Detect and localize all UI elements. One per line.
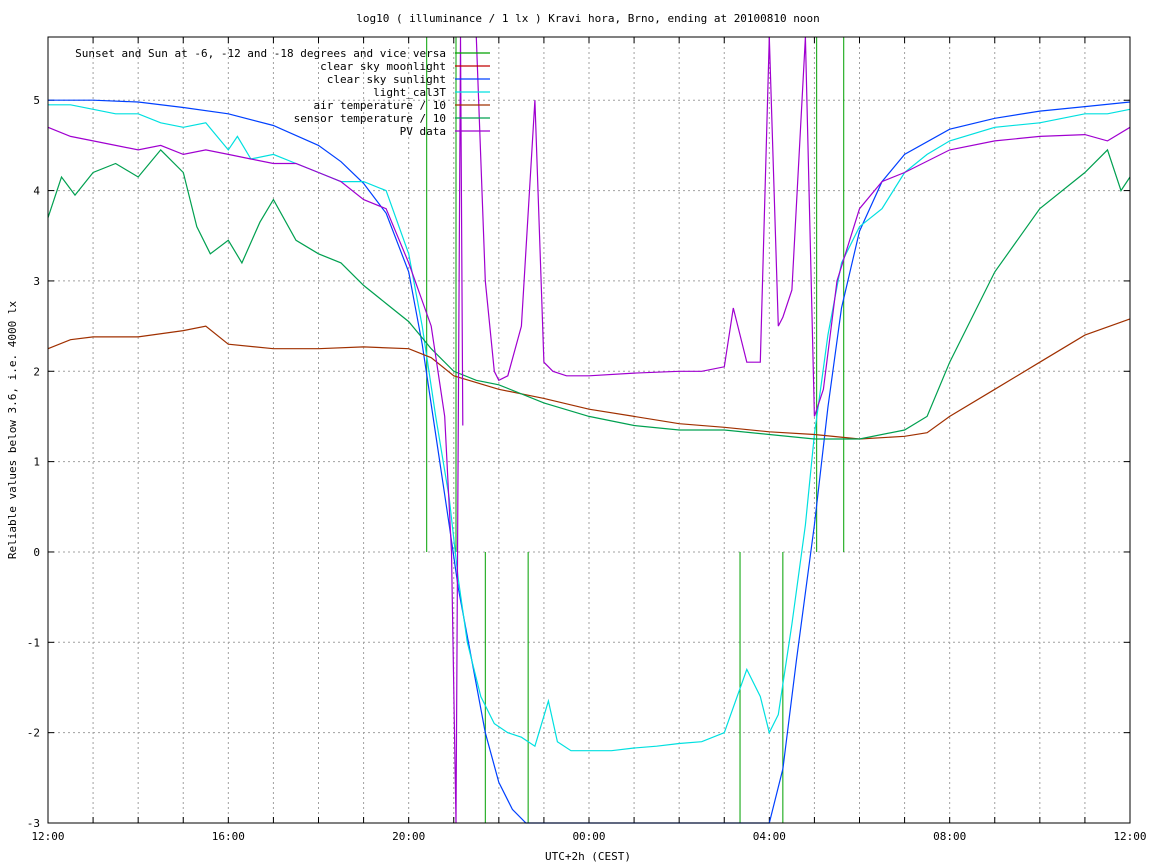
y-tick-label: 4 <box>33 185 40 198</box>
legend-label: light_cal3T <box>373 86 446 99</box>
x-axis-label: UTC+2h (CEST) <box>545 850 631 863</box>
x-axis-ticks: 12:00 16:00 20:00 00:00 04:00 08:00 12:00 <box>31 37 1147 843</box>
y-tick-label: 2 <box>33 365 40 378</box>
x-tick-label: 00:00 <box>572 830 605 843</box>
legend-label: PV data <box>400 125 446 138</box>
y-tick-label: 3 <box>33 275 40 288</box>
legend: Sunset and Sun at -6, -12 and -18 degree… <box>75 47 490 138</box>
y-tick-label: -3 <box>27 817 40 830</box>
chart-title: log10 ( illuminance / 1 lx ) Kravi hora,… <box>356 12 820 25</box>
y-tick-label: 5 <box>33 94 40 107</box>
y-tick-label: -2 <box>27 727 40 740</box>
y-tick-label: 1 <box>33 456 40 469</box>
x-tick-label: 08:00 <box>933 830 966 843</box>
legend-label: Sunset and Sun at -6, -12 and -18 degree… <box>75 47 446 60</box>
legend-label: clear sky moonlight <box>320 60 446 73</box>
series-5-line <box>47 148 1131 440</box>
x-tick-label: 16:00 <box>212 830 245 843</box>
grid-layer <box>48 37 1130 823</box>
series-6-line <box>47 36 464 824</box>
y-tick-label: -1 <box>27 636 40 649</box>
plot-frame <box>47 36 1131 824</box>
series-6-line-segment <box>475 36 1131 417</box>
series-3-line <box>48 104 1131 752</box>
legend-label: air temperature / 10 <box>314 99 446 112</box>
series-4-line <box>47 318 1131 440</box>
legend-label: sensor temperature / 10 <box>294 112 446 125</box>
y-axis-ticks: -3 -2 -1 0 1 2 3 4 5 <box>27 94 1130 830</box>
y-axis-label: Reliable values below 3.6, i.e. 4000 lx <box>6 300 19 559</box>
x-tick-label: 12:00 <box>1113 830 1146 843</box>
x-tick-label: 04:00 <box>753 830 786 843</box>
series-layer <box>47 36 1131 824</box>
legend-label: clear sky sunlight <box>327 73 446 86</box>
x-tick-label: 20:00 <box>392 830 425 843</box>
x-tick-label: 12:00 <box>31 830 64 843</box>
y-tick-label: 0 <box>33 546 40 559</box>
